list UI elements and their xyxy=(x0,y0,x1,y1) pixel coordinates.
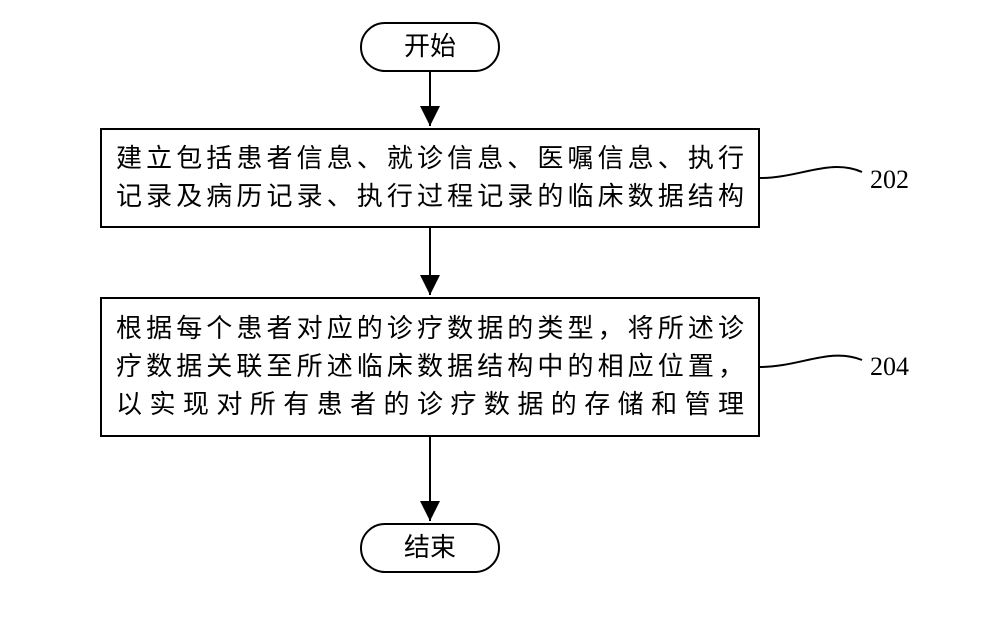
process-node-202: 建立包括患者信息、就诊信息、医嘱信息、执行 记录及病历记录、执行过程记录的临床数… xyxy=(100,128,760,228)
end-node: 结束 xyxy=(360,523,500,573)
connector-202 xyxy=(760,167,862,178)
process-204-line1: 根据每个患者对应的诊疗数据的类型，将所述诊 xyxy=(116,310,744,348)
start-label: 开始 xyxy=(404,34,456,60)
end-label: 结束 xyxy=(404,535,456,561)
step-label-202: 202 xyxy=(870,165,909,195)
process-202-line2: 记录及病历记录、执行过程记录的临床数据结构 xyxy=(116,178,744,216)
step-label-204: 204 xyxy=(870,352,909,382)
process-node-204: 根据每个患者对应的诊疗数据的类型，将所述诊 疗数据关联至所述临床数据结构中的相应… xyxy=(100,297,760,437)
connector-204 xyxy=(760,356,862,367)
process-204-line3: 以实现对所有患者的诊疗数据的存储和管理 xyxy=(116,386,744,424)
process-204-line2: 疗数据关联至所述临床数据结构中的相应位置， xyxy=(116,348,744,386)
flowchart-canvas: 开始 建立包括患者信息、就诊信息、医嘱信息、执行 记录及病历记录、执行过程记录的… xyxy=(0,0,1000,625)
process-202-line1: 建立包括患者信息、就诊信息、医嘱信息、执行 xyxy=(116,140,744,178)
start-node: 开始 xyxy=(360,22,500,72)
